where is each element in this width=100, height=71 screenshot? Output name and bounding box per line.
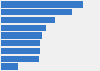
Bar <box>1 40 40 46</box>
Bar <box>1 56 40 62</box>
Bar <box>1 63 18 70</box>
Bar <box>1 25 46 31</box>
Bar <box>1 48 40 54</box>
Bar <box>1 1 83 8</box>
Bar <box>1 9 72 15</box>
Bar <box>1 32 42 39</box>
Bar <box>1 17 55 23</box>
